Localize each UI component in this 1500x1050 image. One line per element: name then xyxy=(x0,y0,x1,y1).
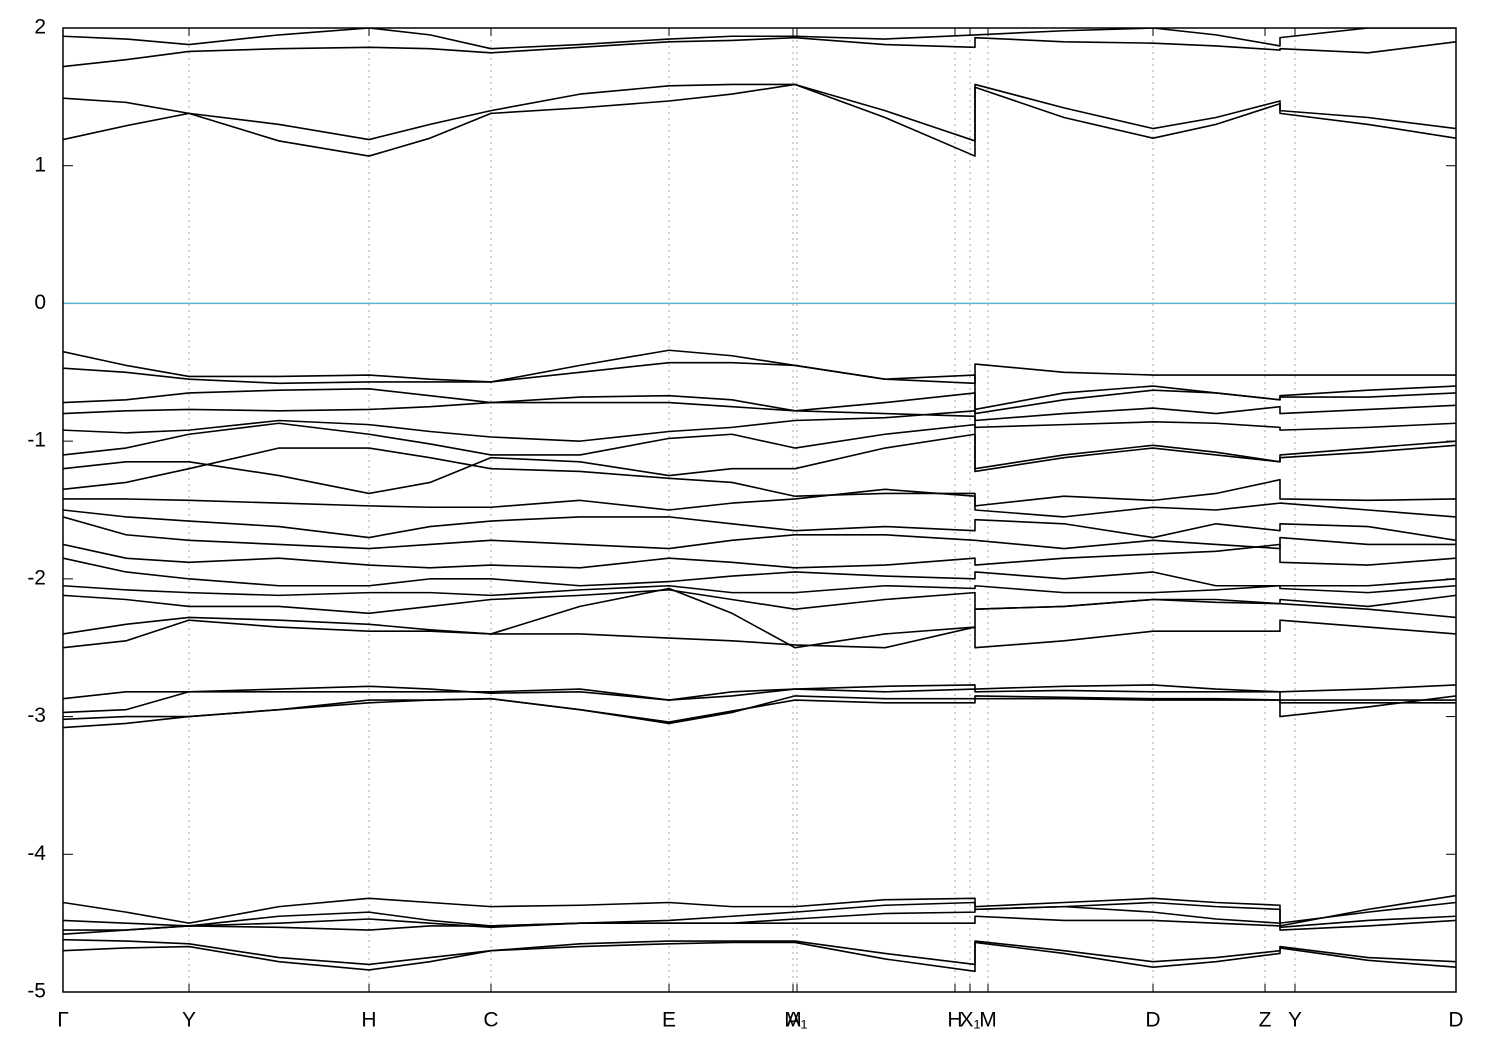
y-tick-label: -5 xyxy=(27,980,46,1003)
x-tick-label: C xyxy=(483,1009,498,1032)
band-line xyxy=(63,36,1456,68)
band-line xyxy=(63,349,1456,385)
band-line xyxy=(63,83,1456,157)
band-line xyxy=(63,509,1456,542)
band-line xyxy=(63,589,1456,615)
band-line xyxy=(63,684,1456,701)
band-line xyxy=(63,941,1456,973)
y-tick-label: 0 xyxy=(34,291,46,314)
band-line xyxy=(63,543,1456,569)
x-tick-label: Z xyxy=(1259,1009,1272,1032)
x-tick-label: H xyxy=(947,1009,962,1032)
band-line xyxy=(63,433,1456,495)
band-line xyxy=(63,905,1456,931)
x-tick-label: E xyxy=(662,1009,676,1032)
x-tick-label: Y xyxy=(1288,1009,1302,1032)
band-line xyxy=(63,688,1456,718)
plot-area xyxy=(63,28,1456,973)
x-tick-label: X₁ xyxy=(959,1009,980,1032)
y-tick-label: -2 xyxy=(27,566,46,589)
band-line xyxy=(63,447,1456,507)
y-tick-label: -1 xyxy=(27,429,46,452)
band-line xyxy=(63,410,1456,442)
plot-border xyxy=(62,27,1457,993)
x-tick-label: M xyxy=(784,1009,802,1032)
x-tick-label: H xyxy=(361,1009,376,1032)
band-line xyxy=(63,587,1456,649)
x-tick-label: Γ xyxy=(57,1009,69,1032)
x-tick-label: D xyxy=(1448,1009,1463,1032)
band-line xyxy=(63,619,1456,649)
band-line xyxy=(63,894,1456,927)
band-line xyxy=(63,361,1456,411)
y-tick-label: -3 xyxy=(27,704,46,727)
band-line xyxy=(63,422,1456,470)
band-line xyxy=(63,938,1456,966)
band-line xyxy=(63,915,1456,935)
y-tick-label: 2 xyxy=(34,16,46,39)
band-line xyxy=(63,557,1456,587)
band-line xyxy=(63,516,1456,550)
band-line xyxy=(63,401,1456,422)
band-line xyxy=(63,697,1456,729)
y-tick-label: 1 xyxy=(34,153,46,176)
band-line xyxy=(63,83,1456,142)
x-tick-label: M xyxy=(979,1009,997,1032)
x-tick-label: Y xyxy=(182,1009,196,1032)
y-tick-label: -4 xyxy=(27,842,46,865)
band-line xyxy=(63,488,1456,518)
band-line xyxy=(63,901,1456,927)
x-tick-label: D xyxy=(1145,1009,1160,1032)
band-line xyxy=(63,28,1456,50)
x-tick-label: A₁ xyxy=(786,1009,807,1032)
band-line xyxy=(63,584,1456,597)
